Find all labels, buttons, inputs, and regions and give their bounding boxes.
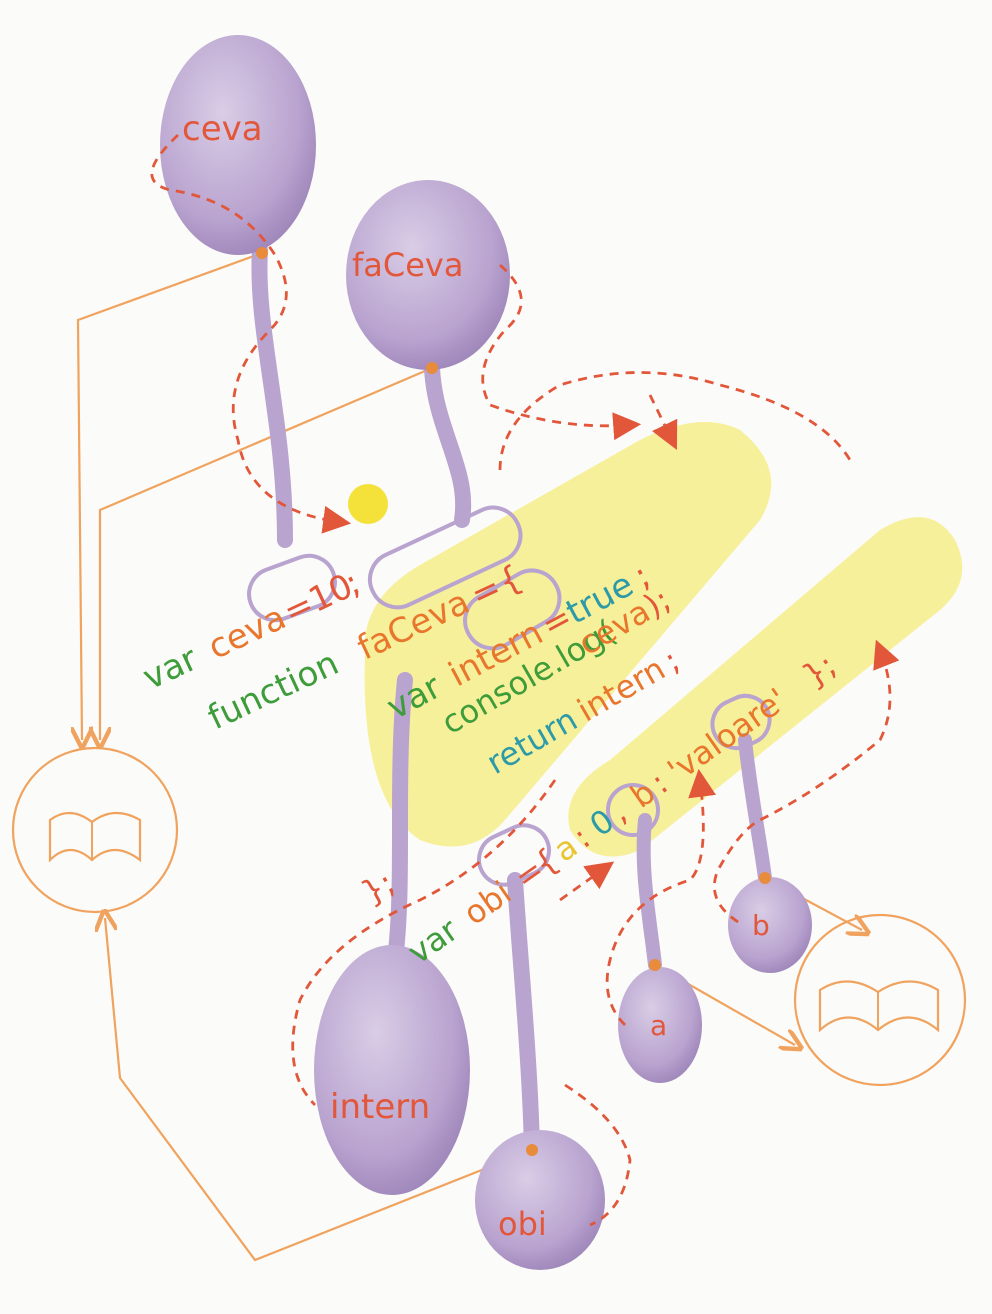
value-10-highlight [348, 484, 388, 524]
code-keyword: var [137, 639, 204, 698]
balloon-label-ceva: ceva [182, 109, 263, 149]
balloon-ceva [160, 35, 316, 548]
balloon-intern [314, 672, 470, 1195]
balloon-obi [475, 872, 605, 1270]
balloon-b [728, 733, 812, 973]
object-literal-highlight [568, 517, 963, 857]
reference-arrows [150, 133, 900, 1227]
balloon-label-faceva: faCeva [352, 246, 463, 284]
balloon-label-intern: intern [330, 1087, 430, 1127]
code-identifier: ceva [202, 597, 292, 667]
balloon-label-obi: obi [498, 1205, 547, 1243]
identifier-ovals [247, 505, 772, 887]
book-icon [793, 913, 967, 1087]
balloon-a [618, 813, 702, 1083]
function-body-highlight [364, 422, 772, 847]
balloon-label-a: a [650, 1009, 667, 1042]
balloon-label-b: b [752, 909, 770, 942]
balloon-faceva [346, 180, 510, 528]
book-icon [11, 746, 179, 914]
